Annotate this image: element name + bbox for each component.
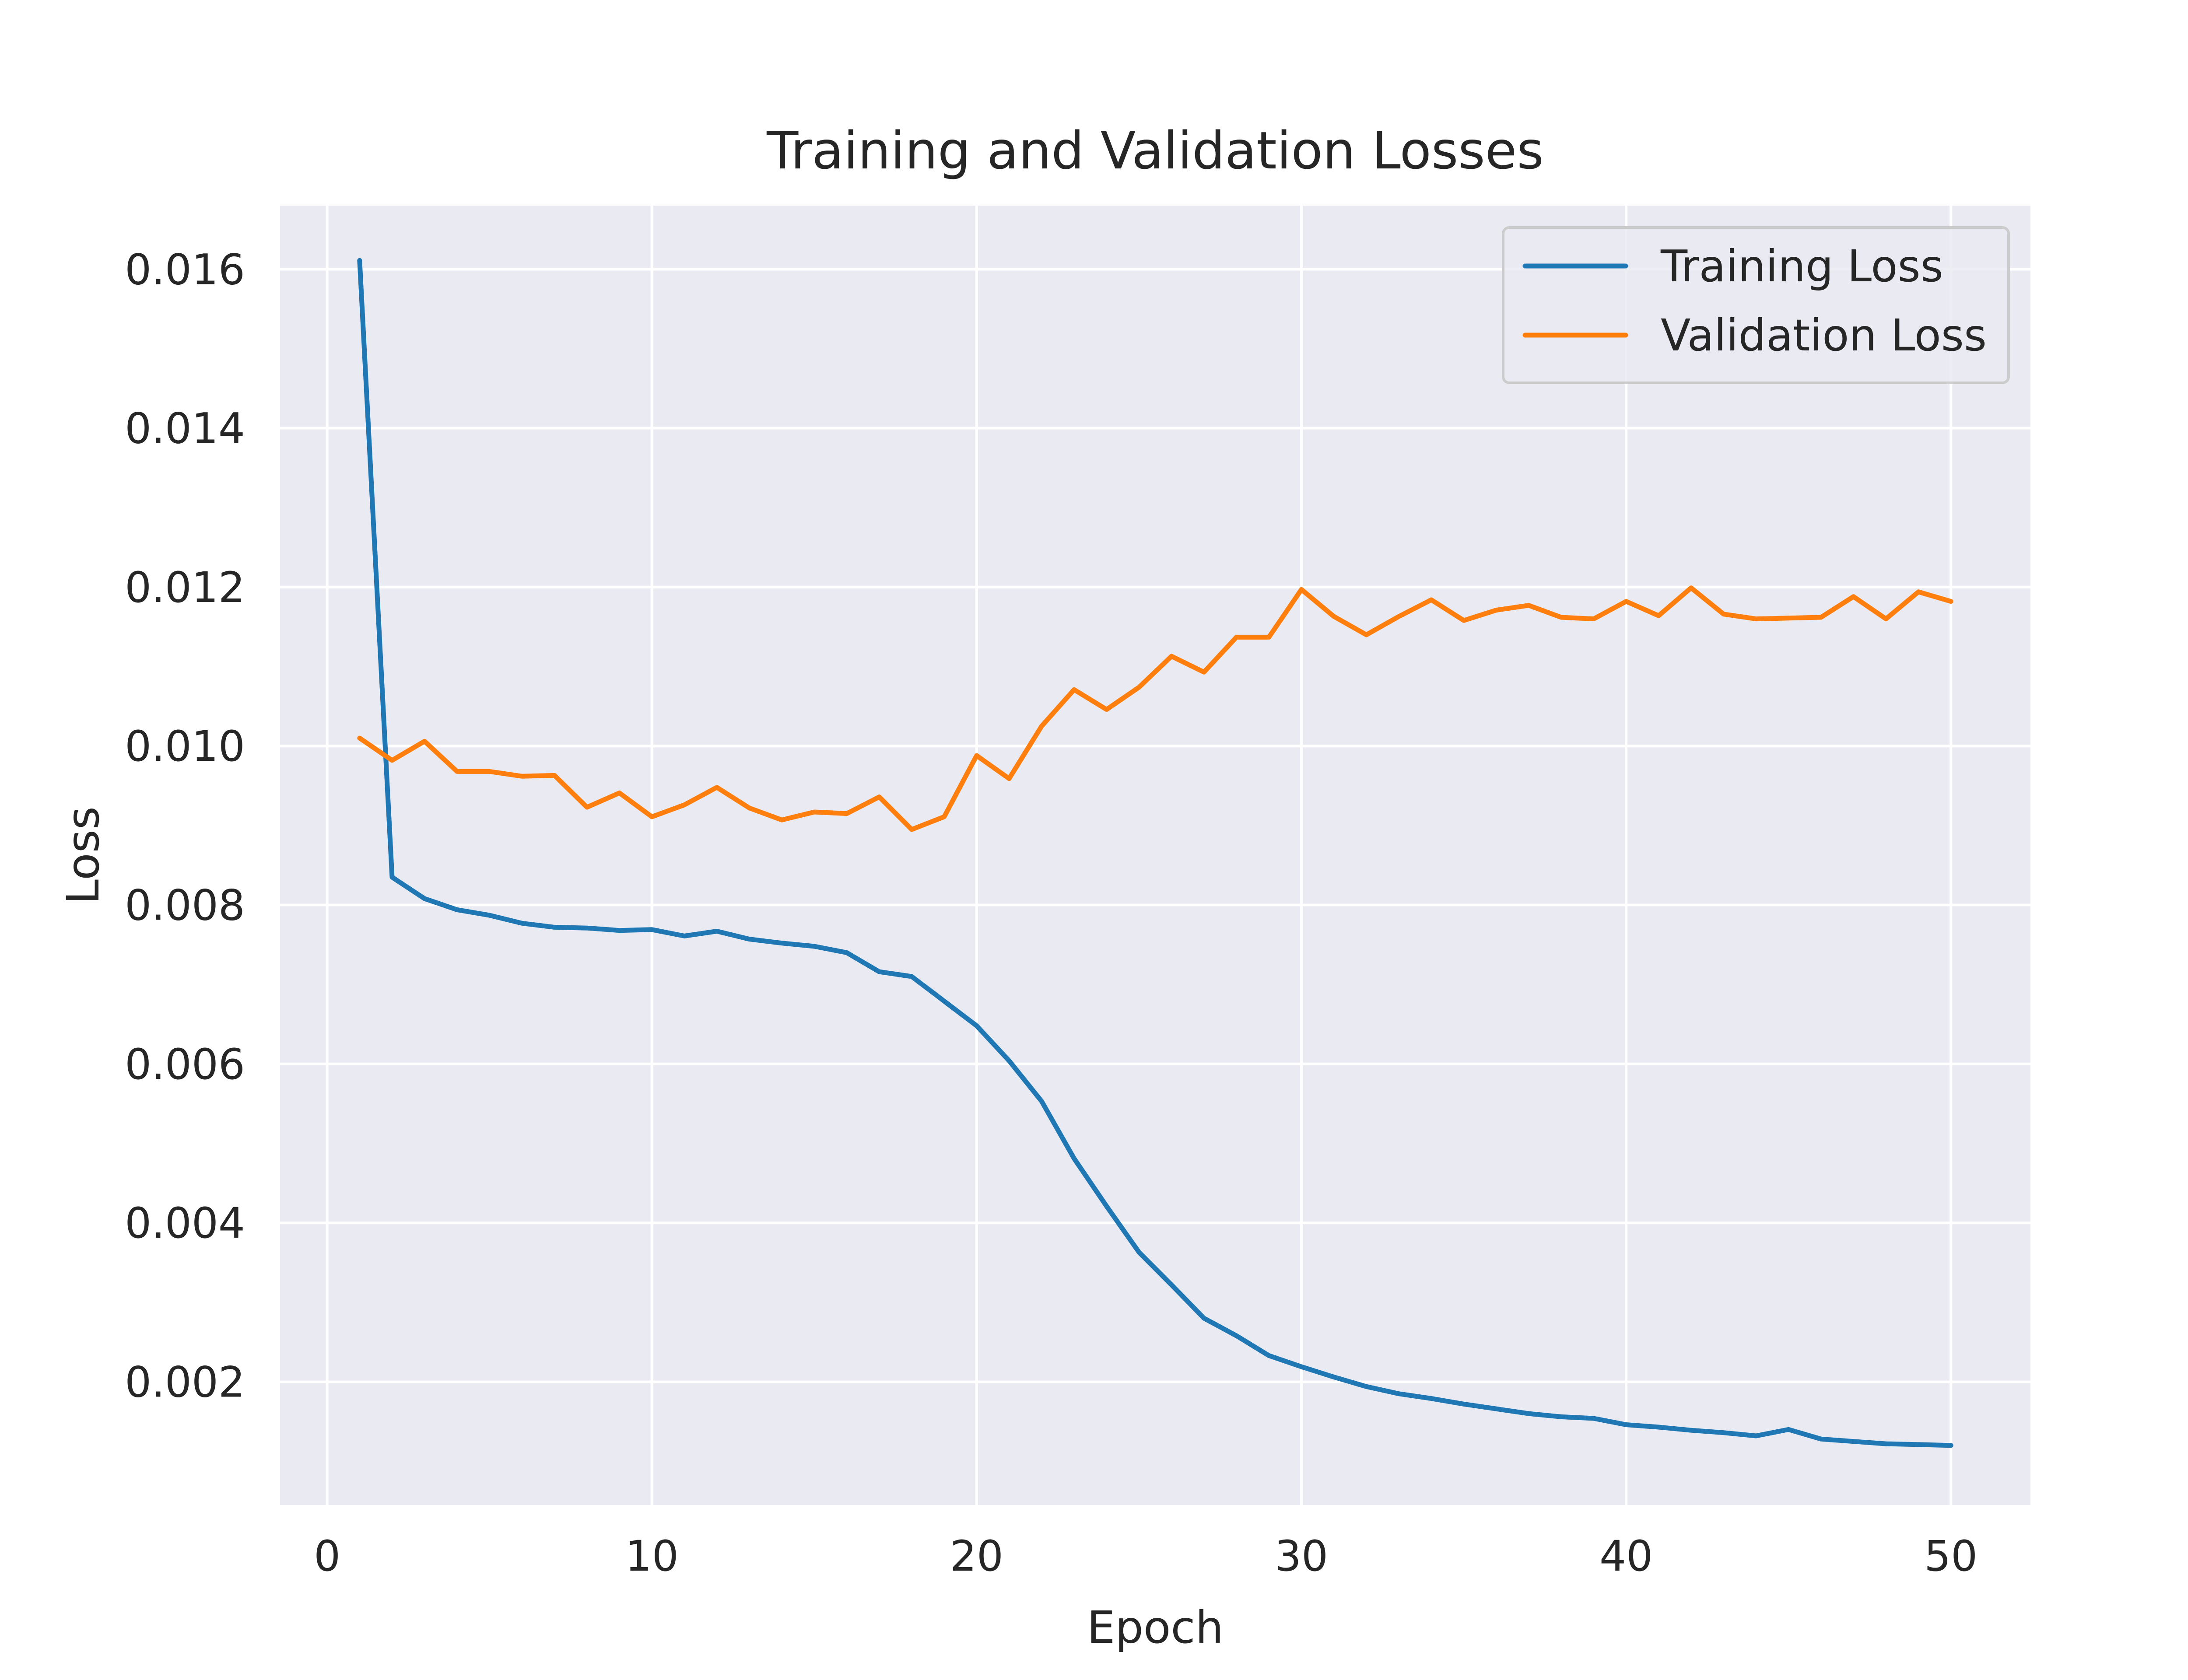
x-tick-label: 30 [1275, 1532, 1328, 1581]
y-tick-label: 0.014 [125, 404, 245, 453]
x-tick-label: 10 [625, 1532, 679, 1581]
x-axis-ticks: 0 10 20 30 40 50 [314, 1532, 1978, 1581]
x-tick-label: 50 [1924, 1532, 1978, 1581]
y-tick-label: 0.006 [125, 1040, 245, 1089]
y-axis-ticks: 0.002 0.004 0.006 0.008 0.010 0.012 0.014 0.016 [125, 245, 245, 1407]
y-axis-label: Loss [57, 806, 109, 904]
series-line-validation-loss [357, 585, 1953, 832]
legend-label-validation-loss: Validation Loss [1661, 310, 1987, 361]
y-tick-label: 0.010 [125, 722, 245, 771]
y-tick-label: 0.016 [125, 245, 245, 294]
y-tick-label: 0.008 [125, 881, 245, 930]
x-tick-label: 20 [950, 1532, 1003, 1581]
y-tick-label: 0.004 [125, 1199, 245, 1248]
y-tick-label: 0.002 [125, 1358, 245, 1407]
grid [280, 206, 2030, 1505]
plot-area [280, 206, 2030, 1505]
series-lines [357, 258, 1953, 1448]
legend-box [1502, 226, 2010, 384]
series-line-training-loss [357, 258, 1953, 1448]
x-tick-label: 40 [1599, 1532, 1653, 1581]
x-tick-label: 0 [314, 1532, 340, 1581]
legend: Training Loss Validation Loss [1502, 226, 2010, 384]
y-tick-label: 0.012 [125, 563, 245, 612]
legend-label-training-loss: Training Loss [1660, 241, 1943, 292]
x-axis-label: Epoch [1087, 1602, 1224, 1654]
chart-title: Training and Validation Losses [766, 120, 1544, 181]
